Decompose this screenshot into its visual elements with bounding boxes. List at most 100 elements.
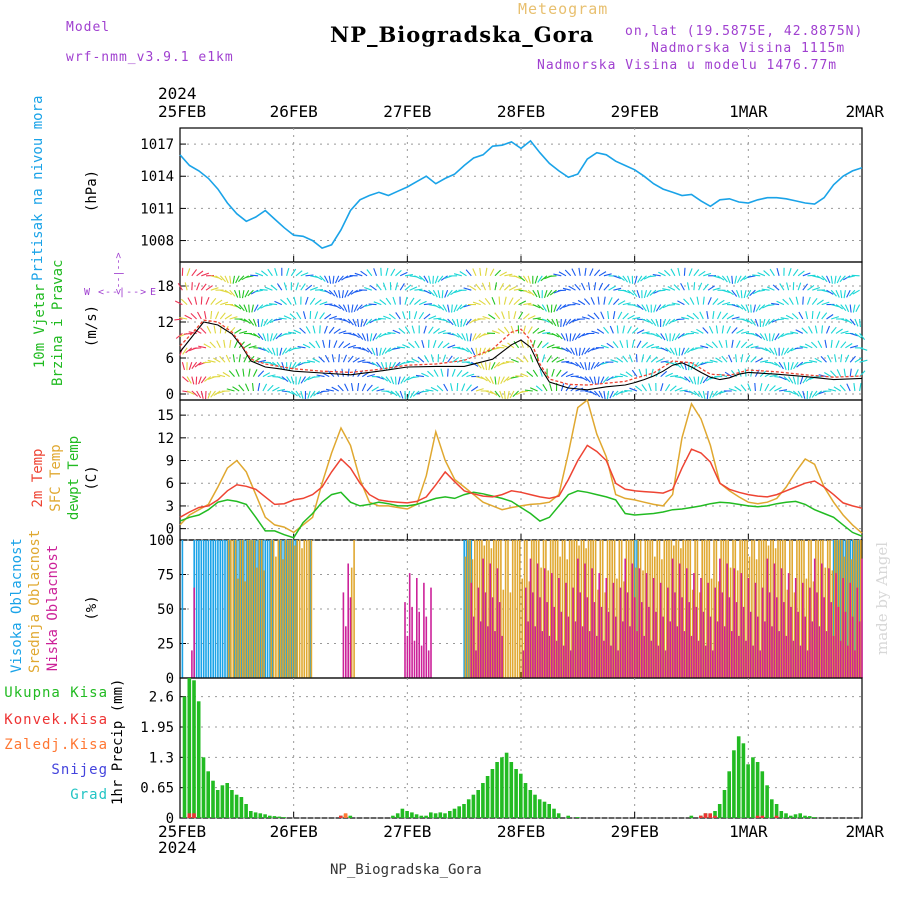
wind-arrow (434, 275, 439, 284)
wind-arrow (570, 347, 575, 356)
precip-total-bar (803, 815, 807, 818)
wind-arrow (821, 275, 828, 283)
wind-arrow (456, 382, 459, 392)
wind-arrow (624, 389, 633, 392)
wind-arrow (726, 314, 735, 320)
wind-arrow (466, 384, 472, 392)
wind-arrow (645, 304, 650, 313)
wind-arrow (390, 390, 398, 397)
wind-arrow (551, 356, 559, 363)
wind-arrow (183, 332, 192, 335)
wind-arrow (635, 354, 638, 363)
wind-arrow (456, 304, 463, 312)
wind-arrow (541, 354, 546, 363)
wind-arrow (725, 339, 728, 348)
wind-arrow (442, 354, 447, 363)
wind-arrow (636, 329, 645, 334)
wind-arrow (376, 376, 385, 380)
wind-arrow (302, 343, 311, 349)
wind-arrow (259, 288, 268, 291)
wind-arrow (722, 289, 731, 294)
precip-total-bar (391, 815, 395, 818)
wind-arrow (565, 347, 573, 354)
wind-arrow (625, 371, 633, 378)
wind-arrow (603, 390, 606, 399)
wind-arrow (549, 289, 557, 296)
wind-arrow (735, 354, 738, 363)
wind-arrow (692, 312, 699, 320)
wind-arrow (451, 318, 457, 327)
wind-arrow (629, 387, 638, 392)
wind-arrow (537, 290, 541, 299)
wind-arrow (648, 383, 652, 392)
wind-arrow (442, 318, 451, 324)
precip-total-bar (405, 811, 409, 818)
wind-arrow (681, 347, 685, 356)
wind-arrow (852, 304, 856, 313)
wind-arrow (376, 361, 382, 369)
wind-arrow (617, 275, 625, 282)
wind-arrow (660, 383, 664, 392)
wind-arrow (380, 267, 382, 276)
wind-arrow (756, 289, 765, 293)
wind-arrow (698, 390, 703, 399)
wind-arrow (808, 326, 813, 334)
wind-arrow (314, 299, 322, 306)
wind-arrow (627, 289, 635, 296)
wind-arrow (658, 271, 666, 277)
wind-arrow (581, 282, 586, 291)
wind-arrow (612, 390, 619, 398)
temp-dewpt-line (179, 490, 863, 539)
wind-arrow (375, 347, 378, 356)
wind-arrow (805, 311, 809, 320)
wind-arrow (262, 333, 267, 342)
temp-sfc-line (179, 398, 863, 534)
wind-arrow (546, 355, 552, 363)
wind-arrow (379, 299, 387, 306)
precip-total-bar (727, 771, 731, 818)
wind-arrow (425, 389, 434, 392)
wind-arrow (731, 316, 740, 320)
wind-arrow (788, 268, 792, 276)
wind-arrow (296, 311, 302, 320)
wind-arrow (529, 387, 538, 392)
wind-arrow (721, 312, 729, 320)
wind-arrow (420, 390, 429, 393)
wind-arrow (261, 270, 268, 277)
wind-arrow (485, 390, 494, 394)
wind-arrow (652, 273, 661, 277)
wind-arrow (735, 289, 740, 298)
wind-arrow (276, 388, 286, 392)
temperature-ytick-label: 0 (166, 522, 174, 538)
wind-arrow (821, 312, 828, 320)
wind-arrow (369, 333, 373, 342)
wind-arrow (238, 354, 241, 363)
cloud-ytick-label: 0 (166, 671, 174, 687)
x-axis-label-top: 26FEB (270, 102, 318, 121)
wind-arrow (215, 299, 223, 306)
wind-arrow (300, 376, 306, 384)
wind-arrow (312, 358, 320, 363)
wind-arrow (441, 290, 444, 299)
wind-arrow (450, 289, 458, 296)
wind-arrow (746, 289, 752, 298)
precip-total-bar (182, 696, 187, 818)
wind-arrow (734, 386, 742, 392)
wind-arrow (267, 333, 269, 342)
wind-arrow (418, 311, 425, 320)
wind-arrow (761, 288, 770, 291)
wind-arrow (328, 275, 332, 284)
wind-arrow (328, 339, 331, 348)
x-axis-label-bottom: 25FEB (158, 822, 206, 841)
wind-arrow (532, 304, 541, 309)
precip-frozen-bar (343, 813, 348, 818)
wind-arrow (527, 289, 535, 296)
precip-total-bar (282, 817, 286, 818)
wind-arrow (631, 369, 638, 377)
x-axis-label-top: 28FEB (497, 102, 545, 121)
precip-total-bar (746, 764, 750, 818)
wind-arrows-group (174, 267, 868, 400)
precip-label-snow: Snijeg (51, 762, 108, 778)
wind-arrow (859, 318, 861, 328)
wind-arrow (637, 275, 643, 283)
